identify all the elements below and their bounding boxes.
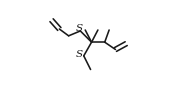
Text: S: S bbox=[76, 24, 83, 33]
Text: S: S bbox=[76, 50, 83, 59]
